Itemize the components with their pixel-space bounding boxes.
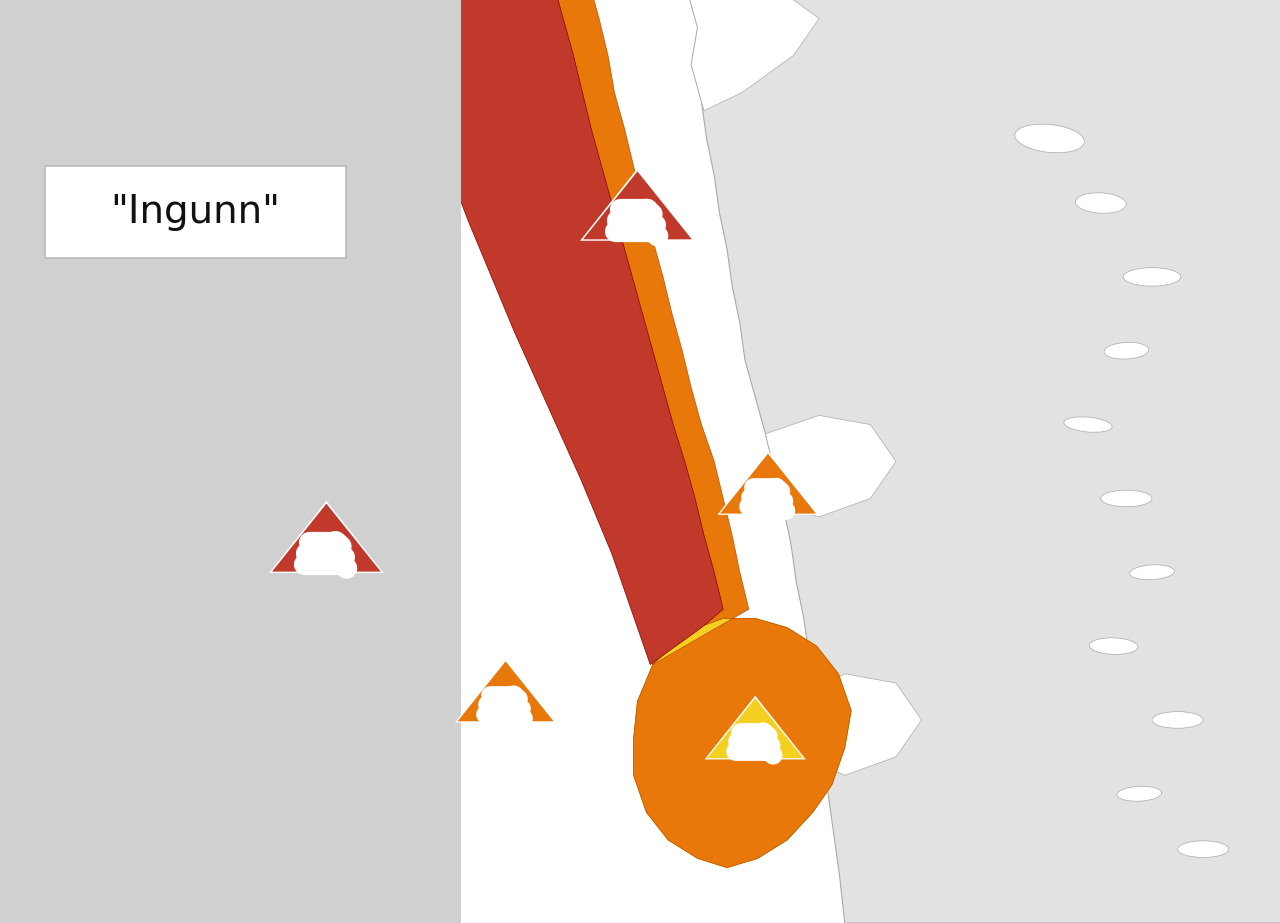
Ellipse shape	[1064, 417, 1112, 432]
Polygon shape	[717, 451, 819, 515]
Ellipse shape	[1130, 565, 1174, 580]
Polygon shape	[634, 618, 851, 868]
Polygon shape	[814, 674, 922, 775]
Ellipse shape	[1015, 124, 1084, 153]
Polygon shape	[580, 169, 695, 241]
Ellipse shape	[1152, 712, 1203, 728]
Polygon shape	[708, 698, 804, 758]
Polygon shape	[422, 0, 851, 868]
Text: "Ingunn": "Ingunn"	[110, 193, 280, 232]
Polygon shape	[454, 659, 557, 723]
Ellipse shape	[1101, 490, 1152, 507]
Ellipse shape	[1105, 342, 1148, 359]
Polygon shape	[269, 501, 384, 573]
Ellipse shape	[1124, 268, 1181, 286]
Ellipse shape	[1178, 841, 1229, 857]
Polygon shape	[685, 0, 1280, 923]
Polygon shape	[422, 0, 723, 665]
Ellipse shape	[1089, 638, 1138, 654]
Polygon shape	[584, 172, 691, 239]
Polygon shape	[704, 696, 806, 760]
Polygon shape	[685, 0, 819, 111]
Polygon shape	[458, 661, 554, 721]
Polygon shape	[765, 415, 896, 517]
Polygon shape	[273, 504, 381, 571]
FancyBboxPatch shape	[45, 166, 346, 258]
Ellipse shape	[1117, 786, 1161, 801]
Polygon shape	[0, 0, 461, 923]
Polygon shape	[719, 453, 817, 513]
Ellipse shape	[1075, 193, 1126, 213]
